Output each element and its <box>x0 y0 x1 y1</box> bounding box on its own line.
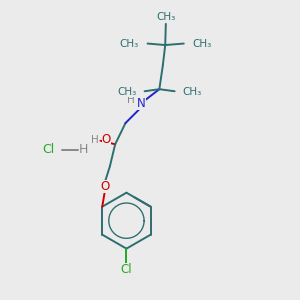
Text: N: N <box>137 97 146 110</box>
Text: CH₃: CH₃ <box>193 39 212 49</box>
Text: CH₃: CH₃ <box>156 12 176 22</box>
Text: CH₃: CH₃ <box>182 87 202 97</box>
Text: H: H <box>79 143 88 157</box>
Text: H: H <box>127 94 134 104</box>
Text: O: O <box>102 133 111 146</box>
Text: Cl: Cl <box>42 143 55 157</box>
Text: O: O <box>100 181 109 194</box>
Text: H: H <box>91 135 99 145</box>
Text: CH₃: CH₃ <box>119 39 139 49</box>
Text: Cl: Cl <box>121 263 132 276</box>
Text: CH₃: CH₃ <box>117 87 137 97</box>
